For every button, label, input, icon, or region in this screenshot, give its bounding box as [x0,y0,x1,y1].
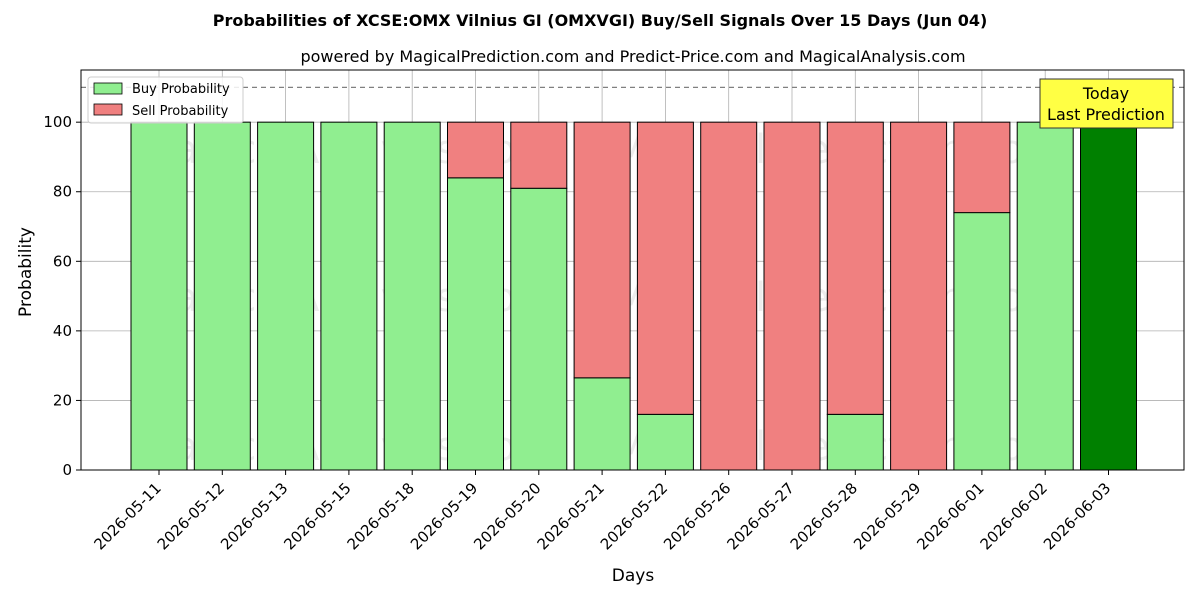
bar-buy-2026-05-15 [320,121,378,471]
bar-sell-2026-05-20 [510,121,568,189]
x-tick-label: 2026-05-21 [534,479,608,553]
x-tick-label: 2026-05-29 [850,479,924,553]
bar-sell-2026-05-28 [826,121,884,415]
x-tick-label: 2026-05-27 [723,479,797,553]
x-tick-label: 2026-05-11 [90,479,164,553]
x-ticks: 2026-05-112026-05-122026-05-132026-05-15… [90,470,1114,553]
bar-buy-2026-05-22 [636,413,694,471]
bar-sell-2026-05-27 [763,121,821,471]
x-tick-label: 2026-05-22 [597,479,671,553]
today-annotation-box [1039,78,1174,129]
bar-sell-2026-05-26 [700,121,758,471]
x-axis-label: Days [612,566,655,586]
y-tick-label: 60 [53,252,72,270]
legend-swatch-sell [93,103,123,116]
y-tick-label: 100 [43,113,72,131]
legend-label-buy: Buy Probability [132,82,230,97]
bars [130,121,1137,471]
x-tick-label: 2026-05-13 [217,479,291,553]
x-tick-label: 2026-05-26 [660,479,734,553]
bar-buy-2026-05-13 [257,121,315,471]
x-tick-label: 2026-05-19 [407,479,481,553]
today-label: Today [1082,84,1129,103]
y-ticks: 0 20 40 60 80 100 [43,113,81,479]
bar-buy-2026-05-21 [573,377,631,471]
x-tick-label: 2026-05-20 [470,479,544,553]
bar-buy-2026-05-28 [826,413,884,471]
bar-sell-2026-05-29 [890,121,948,471]
today-annotation: Today Last Prediction [1039,78,1174,129]
bar-buy-2026-05-20 [510,187,568,471]
last-prediction-label: Last Prediction [1047,105,1165,124]
y-axis-label: Probability [16,227,36,317]
bar-buy-2026-05-12 [193,121,251,471]
y-tick-label: 80 [53,183,72,201]
legend-box [87,76,244,124]
plot-frame [80,69,1185,471]
y-tick-label: 0 [62,461,72,479]
bar-sell-2026-05-19 [447,121,504,179]
x-tick-label: 2026-06-03 [1040,479,1114,553]
x-tick-label: 2026-05-15 [280,479,354,553]
bar-buy-2026-05-19 [447,177,504,471]
x-tick-label: 2026-06-01 [913,479,987,553]
bar-buy-2026-05-18 [383,121,441,471]
x-tick-label: 2026-05-12 [154,479,228,553]
bar-sell-2026-06-01 [953,121,1011,214]
bar-sell-2026-05-22 [636,121,694,415]
y-tick-label: 20 [53,391,72,409]
chart-subtitle: powered by MagicalPrediction.com and Pre… [300,47,965,66]
bar-sell-2026-05-21 [573,121,631,379]
bar-buy-2026-06-01 [953,212,1011,471]
legend-swatch-buy [93,82,123,95]
y-tick-label: 40 [53,322,72,340]
bar-buy-2026-05-11 [130,121,188,471]
legend-label-sell: Sell Probability [132,104,229,119]
x-tick-label: 2026-06-02 [977,479,1051,553]
x-tick-label: 2026-05-18 [344,479,418,553]
bar-buy-2026-06-02 [1016,121,1074,471]
legend: Buy Probability Sell Probability [87,76,244,124]
bar-buy-2026-06-03 [1080,121,1137,471]
x-tick-label: 2026-05-28 [787,479,861,553]
chart-title: Probabilities of XCSE:OMX Vilnius GI (OM… [213,11,988,30]
